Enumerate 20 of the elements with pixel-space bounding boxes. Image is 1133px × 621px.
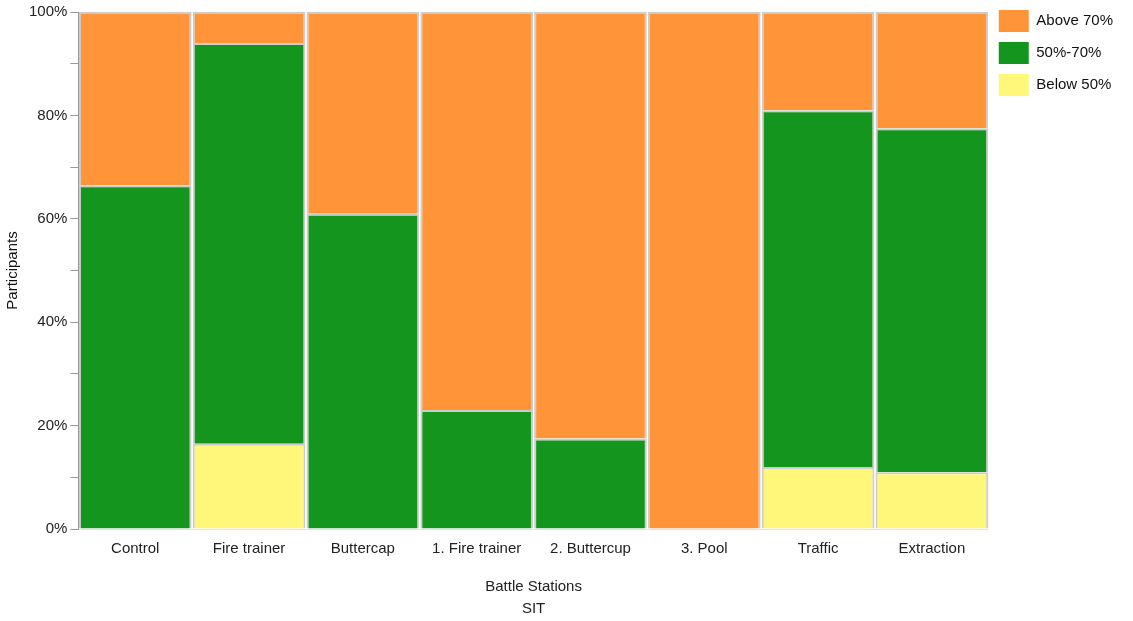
x-tick-label: 2. Buttercup — [550, 539, 631, 557]
text: SIT — [521, 599, 546, 617]
x-tick-label: Fire trainer — [212, 539, 286, 557]
x-tick-label: 3. Pool — [680, 539, 728, 557]
legend-label: Below 50% — [1036, 75, 1112, 93]
y-tick-label: 80% — [37, 105, 68, 123]
y-tick-label: 60% — [37, 208, 68, 226]
x-tick-label: Extraction — [898, 539, 966, 557]
x-tick-label: Traffic — [797, 539, 839, 557]
x-tick-label: Control — [111, 539, 160, 557]
legend-label: Above 70% — [1036, 11, 1114, 29]
y-axis-title: Participants — [3, 231, 21, 310]
y-tick-label: 0% — [45, 519, 68, 537]
x-tick-label: 1. Fire trainer — [432, 539, 522, 557]
y-tick-label: 40% — [37, 312, 68, 330]
y-tick-label: 20% — [37, 415, 68, 433]
x-tick-label: Buttercap — [330, 539, 395, 557]
text: Battle Stations — [485, 577, 582, 595]
y-tick-label: 100% — [28, 2, 68, 20]
legend-label: 50%-70% — [1036, 43, 1102, 61]
